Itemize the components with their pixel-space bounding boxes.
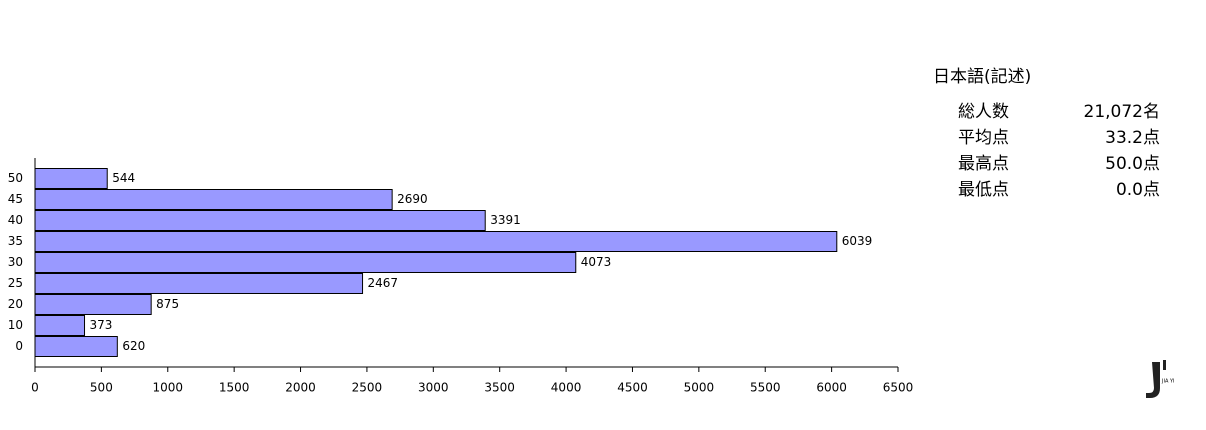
y-tick-label: 0 bbox=[15, 339, 23, 353]
x-tick-label: 2500 bbox=[352, 381, 383, 395]
y-tick-label: 50 bbox=[8, 171, 23, 185]
y-tick-label: 40 bbox=[8, 213, 23, 227]
stat-label: 最低点 bbox=[958, 180, 1009, 200]
stat-value: 33.2点 bbox=[1105, 128, 1160, 148]
bar bbox=[34, 252, 577, 273]
stat-value: 50.0点 bbox=[1105, 154, 1160, 174]
value-label: 373 bbox=[90, 318, 113, 332]
value-label: 620 bbox=[122, 339, 145, 353]
logo-mark bbox=[1163, 360, 1166, 370]
x-tick-label: 1500 bbox=[219, 381, 250, 395]
x-tick-label: 500 bbox=[90, 381, 113, 395]
value-label: 6039 bbox=[842, 234, 873, 248]
x-tick-label: 0 bbox=[31, 381, 39, 395]
value-label: 2467 bbox=[368, 276, 399, 290]
bar bbox=[34, 231, 838, 252]
stat-value: 21,072名 bbox=[1084, 102, 1160, 122]
stats-title: 日本語(記述) bbox=[933, 67, 1031, 87]
x-tick-label: 4500 bbox=[617, 381, 648, 395]
bar bbox=[34, 189, 393, 210]
stat-label: 総人数 bbox=[958, 102, 1009, 122]
bar bbox=[34, 315, 86, 336]
y-tick-label: 45 bbox=[8, 192, 23, 206]
logo-text: JIA YI bbox=[1161, 379, 1175, 385]
bar bbox=[34, 210, 486, 231]
bar bbox=[34, 336, 118, 357]
value-label: 2690 bbox=[397, 192, 428, 206]
bar bbox=[34, 294, 152, 315]
bar bbox=[34, 273, 364, 294]
value-label: 3391 bbox=[490, 213, 521, 227]
y-tick-label: 25 bbox=[8, 276, 23, 290]
logo-mark bbox=[1146, 362, 1160, 398]
x-tick-label: 2000 bbox=[285, 381, 316, 395]
x-tick-label: 3500 bbox=[484, 381, 515, 395]
y-tick-label: 20 bbox=[8, 297, 23, 311]
value-label: 875 bbox=[156, 297, 179, 311]
stat-label: 最高点 bbox=[958, 154, 1009, 174]
value-label: 4073 bbox=[581, 255, 612, 269]
x-tick-label: 4000 bbox=[551, 381, 582, 395]
bar bbox=[34, 168, 108, 189]
x-tick-label: 6500 bbox=[883, 381, 914, 395]
stat-value: 0.0点 bbox=[1116, 180, 1160, 200]
value-label: 544 bbox=[112, 171, 135, 185]
x-tick-label: 5500 bbox=[750, 381, 781, 395]
y-tick-label: 30 bbox=[8, 255, 23, 269]
y-tick-label: 35 bbox=[8, 234, 23, 248]
x-tick-label: 1000 bbox=[152, 381, 183, 395]
x-tick-label: 5000 bbox=[684, 381, 715, 395]
stat-label: 平均点 bbox=[958, 128, 1009, 148]
x-tick-label: 6000 bbox=[816, 381, 847, 395]
x-tick-label: 3000 bbox=[418, 381, 449, 395]
y-tick-label: 10 bbox=[8, 318, 23, 332]
